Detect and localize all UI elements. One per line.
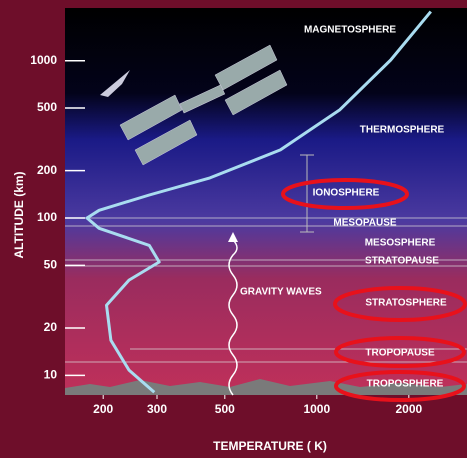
y-tick-label: 20 bbox=[44, 320, 58, 334]
layer-label: GRAVITY WAVES bbox=[240, 287, 322, 298]
space-station bbox=[119, 44, 288, 166]
x-axis-title: TEMPERATURE ( K) bbox=[213, 439, 327, 453]
y-tick-label: 200 bbox=[37, 163, 57, 177]
layer-label: STRATOSPHERE bbox=[365, 298, 447, 309]
x-tick-label: 200 bbox=[93, 402, 113, 416]
arrow-head bbox=[228, 232, 238, 242]
y-tick-label: 50 bbox=[44, 258, 58, 272]
layer-label: TROPOSPHERE bbox=[367, 379, 444, 390]
highlight-ellipse bbox=[281, 178, 409, 210]
highlight-ellipse bbox=[333, 286, 467, 322]
ground bbox=[65, 379, 467, 395]
x-tick-label: 300 bbox=[147, 402, 167, 416]
temperature-line bbox=[85, 10, 432, 394]
layer-label: MESOSPHERE bbox=[365, 238, 436, 249]
ionosphere-range bbox=[300, 154, 314, 233]
layer-label: MESOPAUSE bbox=[333, 218, 396, 229]
y-tick-label: 1000 bbox=[30, 53, 57, 67]
layer-label: TROPOPAUSE bbox=[365, 348, 435, 359]
gravity-wave bbox=[228, 239, 238, 396]
x-tick-label: 500 bbox=[215, 402, 235, 416]
x-tick-label: 1000 bbox=[303, 402, 330, 416]
x-tick-label: 2000 bbox=[395, 402, 422, 416]
layer-lines bbox=[65, 217, 467, 363]
layer-label: MAGNETOSPHERE bbox=[304, 25, 396, 36]
y-axis-title: ALTITUDE (km) bbox=[12, 171, 26, 258]
layer-label: STRATOPAUSE bbox=[365, 256, 439, 267]
highlight-ellipse bbox=[334, 336, 466, 368]
y-tick-label: 500 bbox=[37, 100, 57, 114]
highlight-ellipse bbox=[334, 370, 466, 402]
y-tick-label: 10 bbox=[44, 368, 58, 382]
y-tick-label: 100 bbox=[37, 210, 57, 224]
layer-label: IONOSPHERE bbox=[313, 188, 380, 199]
layer-label: THERMOSPHERE bbox=[360, 125, 445, 136]
shuttle bbox=[100, 70, 130, 97]
